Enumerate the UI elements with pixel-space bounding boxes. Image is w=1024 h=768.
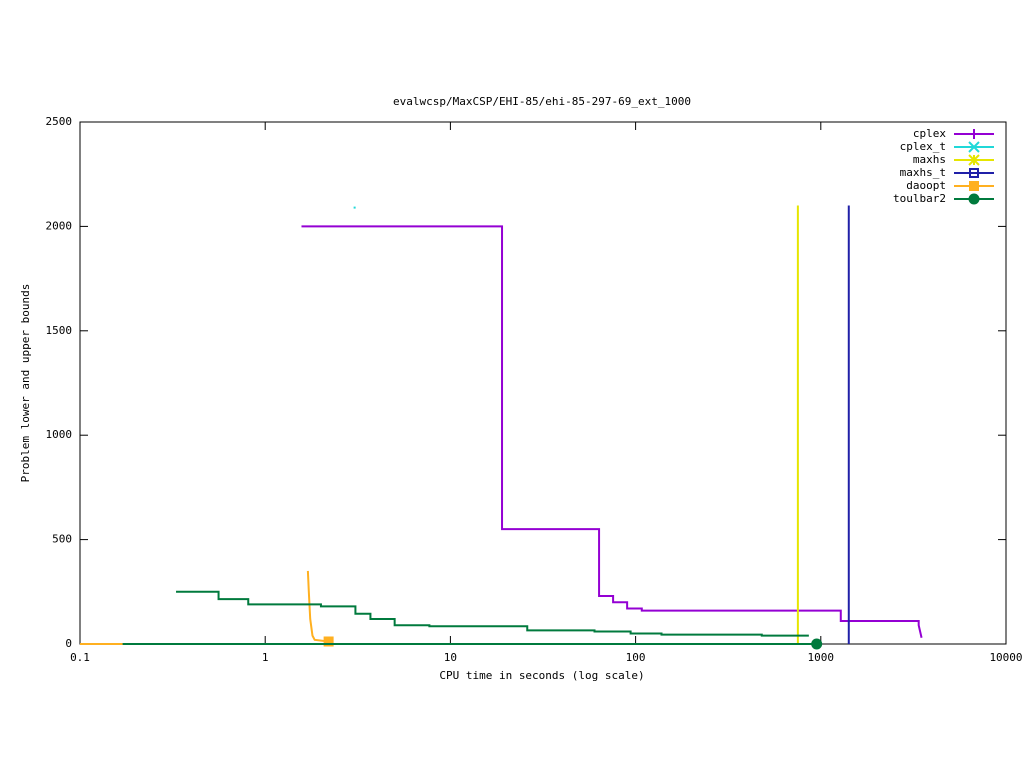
series-line	[306, 570, 329, 643]
legend-label: maxhs_t	[900, 166, 946, 179]
marker	[968, 141, 980, 153]
data-point	[353, 206, 356, 209]
y-axis-label: Problem lower and upper bounds	[19, 284, 32, 483]
y-tick-label: 2000	[46, 219, 73, 232]
plot-frame	[79, 121, 1007, 645]
y-tick-label: 0	[65, 637, 72, 650]
legend-label: cplex	[913, 127, 946, 140]
x-tick-label: 1000	[808, 651, 835, 664]
legend-label: toulbar2	[893, 192, 946, 205]
y-tick-label: 1500	[46, 324, 73, 337]
series-line	[301, 225, 923, 638]
marker	[323, 636, 334, 647]
x-tick-label: 1	[262, 651, 269, 664]
x-axis-label: CPU time in seconds (log scale)	[439, 669, 644, 682]
marker	[968, 154, 980, 166]
marker	[968, 193, 980, 205]
marker	[969, 181, 979, 191]
marker	[811, 638, 823, 650]
legend-label: maxhs	[913, 153, 946, 166]
series-line	[176, 590, 809, 637]
marker	[969, 168, 979, 178]
chart-title: evalwcsp/MaxCSP/EHI-85/ehi-85-297-69_ext…	[393, 95, 691, 108]
x-tick-label: 10	[444, 651, 457, 664]
x-tick-label: 0.1	[70, 651, 90, 664]
y-tick-label: 500	[52, 533, 72, 546]
legend-label: daoopt	[906, 179, 946, 192]
marker	[969, 129, 979, 139]
y-tick-label: 2500	[46, 115, 73, 128]
x-tick-label: 10000	[989, 651, 1022, 664]
y-tick-label: 1000	[46, 428, 73, 441]
legend-label: cplex_t	[900, 140, 946, 153]
x-tick-label: 100	[626, 651, 646, 664]
